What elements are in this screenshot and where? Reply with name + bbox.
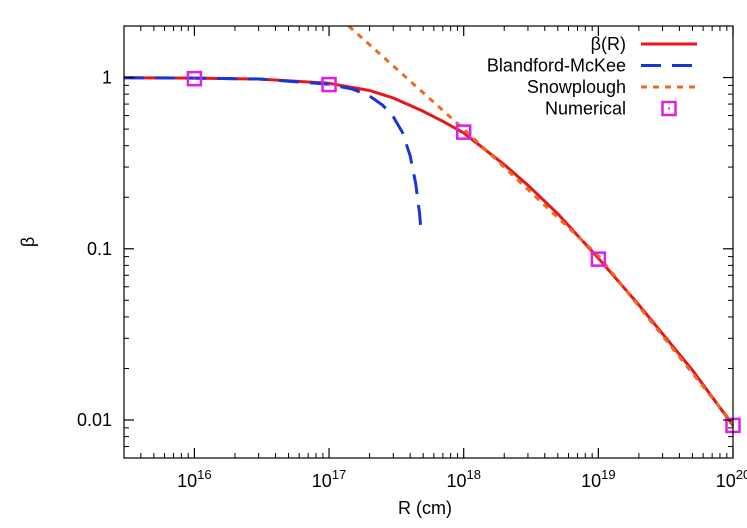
- legend-label-numerical: Numerical: [545, 99, 626, 119]
- legend-label-blandford-mckee: Blandford-McKee: [487, 56, 626, 76]
- series-layer: [124, 26, 733, 427]
- x-tick-label: 1016: [177, 467, 212, 491]
- x-tick-label: 1018: [446, 467, 481, 491]
- snowplough-line: [347, 26, 733, 425]
- axes-layer: 1016 1017 1018 1019 1020 1 0.1 0.01: [77, 25, 747, 491]
- y-tick-label: 0.01: [77, 410, 112, 430]
- x-tick-label: 1017: [312, 467, 347, 491]
- x-tick-label: 1020: [716, 467, 747, 491]
- y-tick-label: 1: [102, 68, 112, 88]
- blandford-mckee-line: [124, 76, 423, 236]
- numerical-marker: [186, 70, 203, 87]
- numerical-marker: [455, 124, 472, 140]
- legend-swatch-numerical: [661, 100, 677, 117]
- plot-frame: [123, 25, 734, 459]
- x-axis-label: R (cm): [398, 498, 452, 518]
- r-line: [124, 76, 733, 427]
- x-tick-label: 1019: [581, 467, 616, 491]
- marker-layer: [186, 70, 741, 434]
- y-tick-label: 0.1: [87, 239, 112, 259]
- numerical-marker: [590, 251, 607, 267]
- y-axis-label: β: [18, 237, 38, 247]
- legend-label-snowplough: Snowplough: [527, 77, 626, 97]
- legend-label-r: β(R): [591, 34, 626, 54]
- numerical-marker: [321, 76, 337, 93]
